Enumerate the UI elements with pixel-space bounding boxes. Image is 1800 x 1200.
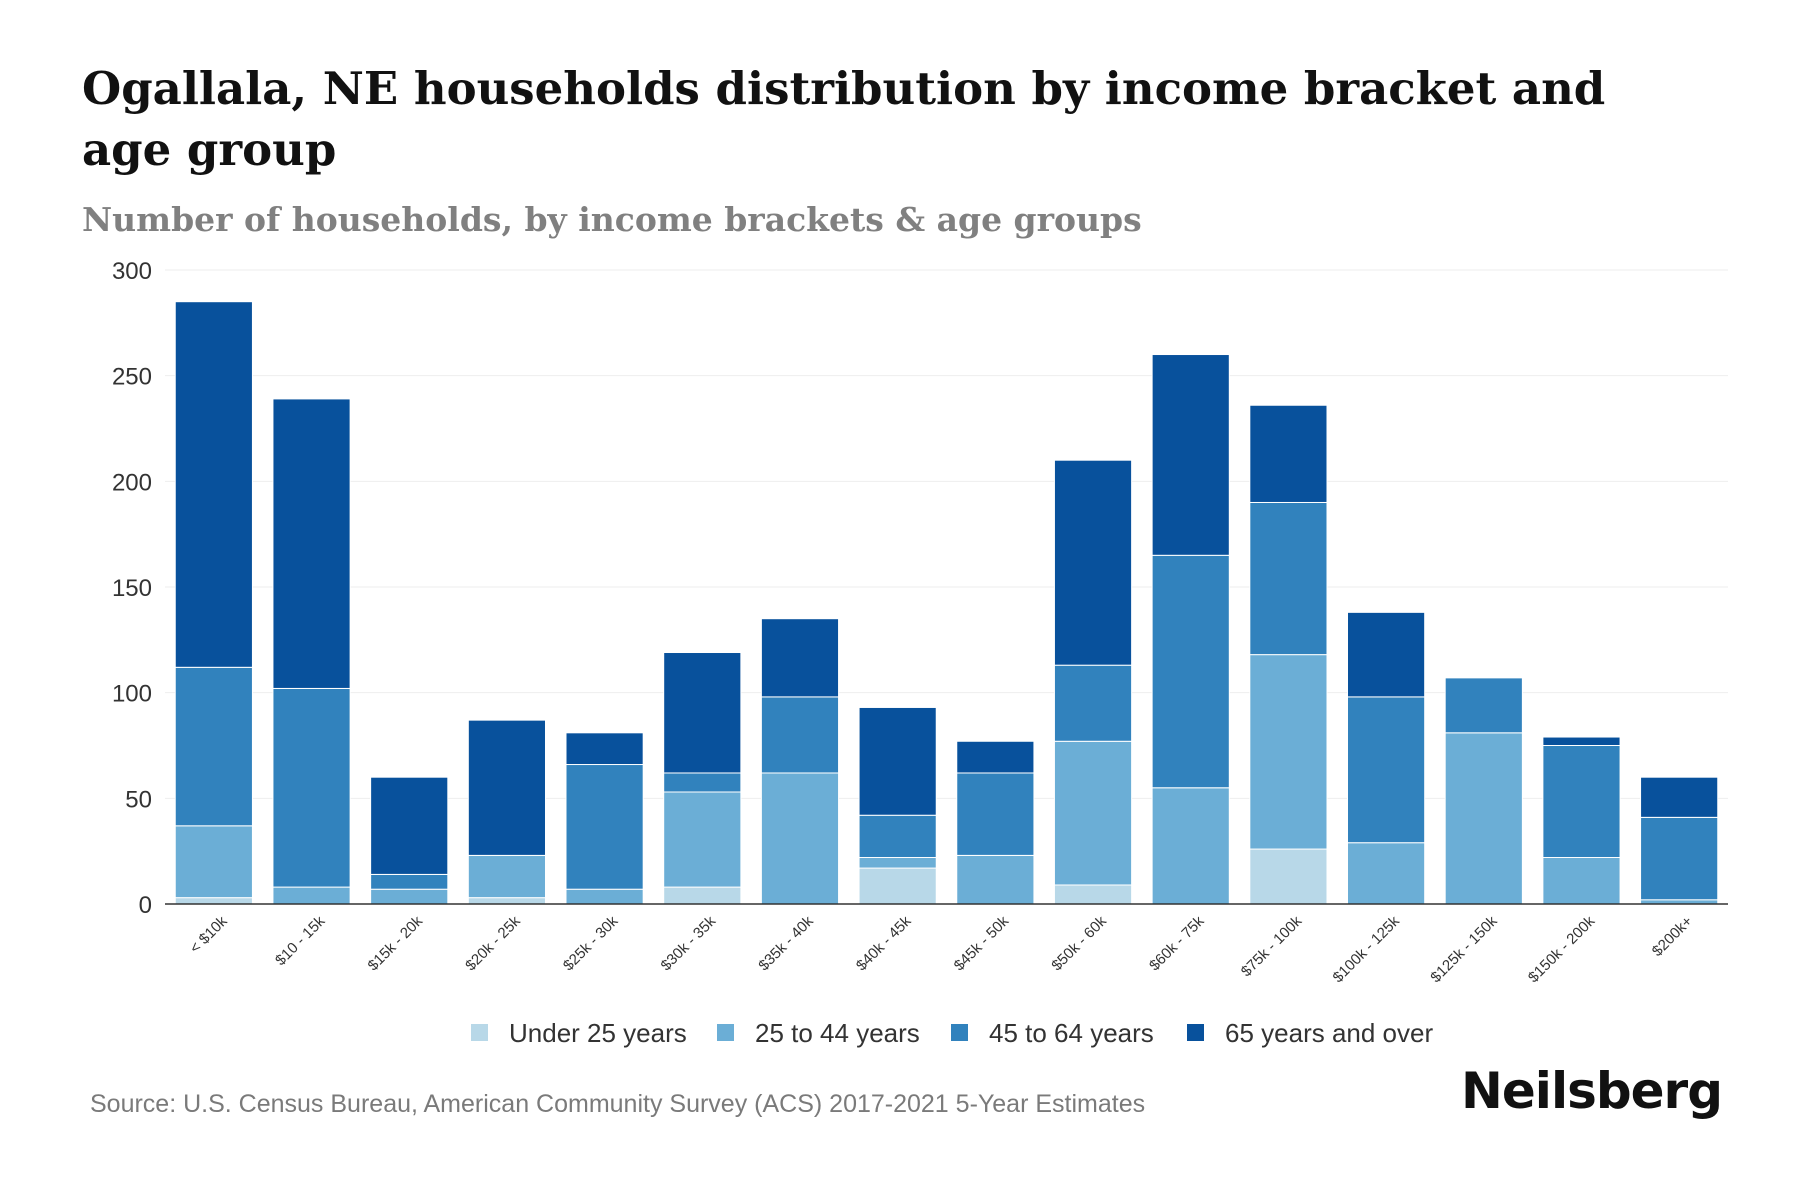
x-tick-label: $150k - 200k [1525, 912, 1599, 986]
x-axis-ticks: < $10k $10 - 15k $15k - 20k $20k - 25k $25k … [187, 912, 1697, 986]
legend: Under 25 years 25 to 44 years 45 to 64 yea… [471, 1018, 1433, 1048]
x-tick-label: $10 - 15k [272, 912, 329, 969]
x-tick-label: $125k - 150k [1427, 912, 1501, 986]
bar-segment [1249, 848, 1328, 905]
bar-segment [1542, 736, 1621, 747]
legend-swatch [717, 1024, 734, 1041]
x-tick-label: $15k - 20k [364, 912, 426, 974]
bar-segment [467, 719, 546, 856]
bar-segment [956, 772, 1035, 856]
bar-segment [1542, 857, 1621, 905]
bars [165, 301, 1728, 905]
bar-segment [663, 791, 742, 888]
bar-segment [272, 398, 351, 689]
bar-segment [663, 772, 742, 793]
bar-segment [663, 886, 742, 905]
y-tick-label: 300 [112, 258, 152, 285]
bar-segment [1151, 354, 1230, 556]
bar-segment [1053, 884, 1133, 905]
x-tick-label: $20k - 25k [462, 912, 524, 974]
x-tick-label: < $10k [187, 912, 232, 957]
bar-segment [174, 897, 253, 905]
x-tick-label: $50k - 60k [1048, 912, 1110, 974]
bar-segment [565, 888, 644, 905]
bar-segment [467, 897, 546, 905]
bar-segment [565, 732, 644, 766]
legend-swatch [951, 1024, 968, 1041]
legend-label: 45 to 64 years [989, 1018, 1154, 1048]
bar-segment [956, 740, 1035, 774]
bar-segment [1151, 554, 1230, 789]
y-tick-label: 0 [139, 892, 152, 919]
legend-label: Under 25 years [509, 1018, 687, 1048]
bar-segment [1249, 654, 1328, 850]
bar-segment [272, 687, 351, 888]
y-tick-label: 200 [112, 469, 152, 496]
y-tick-label: 250 [112, 364, 152, 391]
x-tick-label: $200k+ [1649, 913, 1696, 960]
bar-segment [1151, 787, 1230, 905]
bar-segment [663, 652, 742, 774]
stacked-bar-chart: 0 50 100 150 200 250 300 < $10k $10 - 15k $15k -… [112, 258, 1728, 1048]
bar-segment [760, 772, 840, 905]
x-tick-label: $100k - 125k [1330, 912, 1404, 986]
bar-segment [370, 873, 449, 890]
bar-segment [760, 618, 840, 698]
bar-segment [1347, 611, 1426, 698]
bar-segment [370, 888, 449, 905]
bar-segment [1249, 404, 1328, 503]
bar-segment [272, 886, 351, 905]
bar-segment [1542, 745, 1621, 859]
y-tick-label: 100 [112, 681, 152, 708]
x-tick-label: $35k - 40k [755, 912, 817, 974]
chart-title: Ogallala, NE households distribution by … [82, 62, 1606, 176]
bar-segment [1053, 664, 1133, 742]
bar-segment [1347, 842, 1426, 905]
bar-segment [1053, 459, 1133, 666]
bar-segment [1444, 677, 1523, 734]
y-tick-label: 150 [112, 575, 152, 602]
bar-segment [858, 814, 937, 859]
y-tick-label: 50 [125, 786, 152, 813]
bar-segment [174, 301, 253, 668]
bar-segment [760, 696, 840, 774]
x-tick-label: $40k - 45k [853, 912, 915, 974]
bar-segment [565, 764, 644, 890]
brand-logo: Neilsberg [1461, 1062, 1723, 1120]
y-axis-ticks: 0 50 100 150 200 250 300 [112, 258, 152, 919]
x-tick-label: $25k - 30k [560, 912, 622, 974]
bar-segment [174, 666, 253, 827]
source-note: Source: U.S. Census Bureau, American Com… [90, 1090, 1146, 1118]
bar-segment [1347, 696, 1426, 844]
bar-segment [1640, 816, 1719, 901]
bar-segment [467, 854, 546, 899]
bar-segment [956, 854, 1035, 905]
bar-segment [858, 706, 937, 816]
chart-subtitle: Number of households, by income brackets… [82, 200, 1142, 239]
x-tick-label: $60k - 75k [1146, 912, 1208, 974]
bar-segment [174, 825, 253, 899]
bar-segment [858, 857, 937, 869]
bar-segment [1249, 501, 1328, 656]
legend-swatch [471, 1024, 488, 1041]
bar-segment [1640, 776, 1719, 818]
bar-segment [1444, 732, 1523, 905]
legend-label: 65 years and over [1225, 1018, 1433, 1048]
x-tick-label: $30k - 35k [658, 912, 720, 974]
x-tick-label: $45k - 50k [951, 912, 1013, 974]
x-tick-label: $75k - 100k [1238, 912, 1306, 980]
bar-segment [1053, 740, 1133, 886]
legend-label: 25 to 44 years [755, 1018, 920, 1048]
bar-segment [858, 867, 937, 905]
bar-segment [370, 776, 449, 875]
legend-swatch [1187, 1024, 1204, 1041]
